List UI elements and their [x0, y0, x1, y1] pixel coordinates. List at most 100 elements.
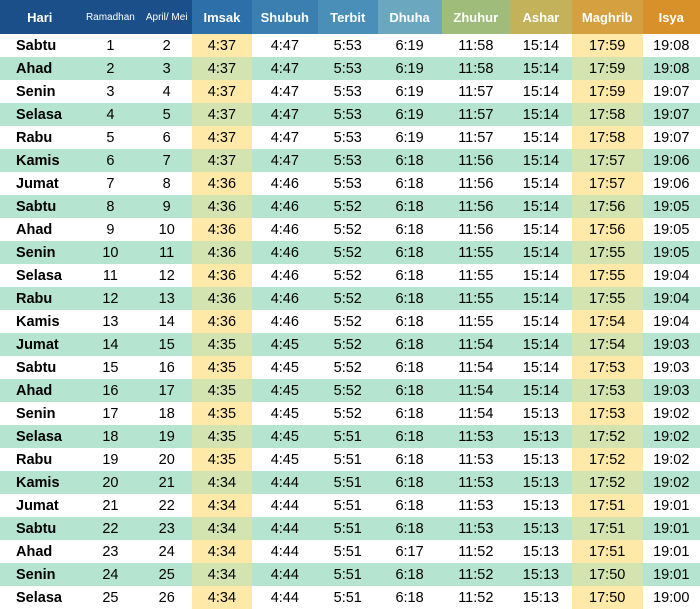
cell-terbit: 5:52: [318, 356, 378, 379]
cell-r: 2: [79, 57, 141, 80]
cell-shubuh: 4:44: [252, 586, 318, 609]
cell-hari: Kamis: [0, 310, 79, 333]
cell-ashar: 15:14: [510, 218, 572, 241]
cell-dhuha: 6:18: [378, 448, 442, 471]
cell-zhuhur: 11:54: [442, 402, 510, 425]
cell-dhuha: 6:18: [378, 195, 442, 218]
cell-maghrib: 17:57: [572, 172, 643, 195]
cell-hari: Rabu: [0, 126, 79, 149]
cell-ashar: 15:13: [510, 563, 572, 586]
cell-shubuh: 4:45: [252, 356, 318, 379]
cell-imsak: 4:34: [192, 471, 252, 494]
cell-maghrib: 17:55: [572, 264, 643, 287]
cell-zhuhur: 11:55: [442, 264, 510, 287]
cell-a: 19: [141, 425, 192, 448]
cell-shubuh: 4:46: [252, 287, 318, 310]
table-row: Ahad9104:364:465:526:1811:5615:1417:5619…: [0, 218, 700, 241]
th-ashar: Ashar: [510, 0, 572, 34]
cell-shubuh: 4:44: [252, 563, 318, 586]
cell-zhuhur: 11:54: [442, 356, 510, 379]
cell-shubuh: 4:45: [252, 402, 318, 425]
table-row: Selasa18194:354:455:516:1811:5315:1317:5…: [0, 425, 700, 448]
cell-dhuha: 6:18: [378, 586, 442, 609]
cell-dhuha: 6:18: [378, 333, 442, 356]
table-row: Ahad16174:354:455:526:1811:5415:1417:531…: [0, 379, 700, 402]
cell-shubuh: 4:46: [252, 195, 318, 218]
cell-hari: Sabtu: [0, 195, 79, 218]
cell-terbit: 5:53: [318, 57, 378, 80]
cell-dhuha: 6:19: [378, 126, 442, 149]
cell-ashar: 15:14: [510, 379, 572, 402]
cell-dhuha: 6:18: [378, 172, 442, 195]
schedule-table: Hari Ramadhan April/ Mei Imsak Shubuh Te…: [0, 0, 700, 609]
cell-maghrib: 17:54: [572, 333, 643, 356]
cell-r: 23: [79, 540, 141, 563]
cell-isya: 19:01: [643, 517, 700, 540]
cell-r: 25: [79, 586, 141, 609]
cell-r: 19: [79, 448, 141, 471]
cell-r: 7: [79, 172, 141, 195]
cell-ashar: 15:13: [510, 448, 572, 471]
cell-ashar: 15:14: [510, 80, 572, 103]
cell-zhuhur: 11:53: [442, 448, 510, 471]
cell-terbit: 5:51: [318, 540, 378, 563]
cell-maghrib: 17:58: [572, 126, 643, 149]
cell-hari: Kamis: [0, 471, 79, 494]
cell-ashar: 15:14: [510, 195, 572, 218]
cell-isya: 19:05: [643, 195, 700, 218]
cell-zhuhur: 11:52: [442, 563, 510, 586]
cell-hari: Jumat: [0, 333, 79, 356]
cell-ashar: 15:14: [510, 241, 572, 264]
cell-a: 18: [141, 402, 192, 425]
cell-r: 17: [79, 402, 141, 425]
cell-shubuh: 4:44: [252, 471, 318, 494]
cell-hari: Senin: [0, 241, 79, 264]
cell-isya: 19:02: [643, 448, 700, 471]
cell-shubuh: 4:44: [252, 494, 318, 517]
cell-shubuh: 4:46: [252, 172, 318, 195]
cell-dhuha: 6:18: [378, 287, 442, 310]
table-row: Kamis674:374:475:536:1811:5615:1417:5719…: [0, 149, 700, 172]
cell-maghrib: 17:52: [572, 425, 643, 448]
cell-dhuha: 6:18: [378, 218, 442, 241]
cell-zhuhur: 11:54: [442, 379, 510, 402]
cell-isya: 19:03: [643, 333, 700, 356]
cell-a: 20: [141, 448, 192, 471]
cell-imsak: 4:34: [192, 540, 252, 563]
cell-hari: Kamis: [0, 149, 79, 172]
table-row: Sabtu894:364:465:526:1811:5615:1417:5619…: [0, 195, 700, 218]
cell-shubuh: 4:44: [252, 517, 318, 540]
table-row: Senin17184:354:455:526:1811:5415:1317:53…: [0, 402, 700, 425]
cell-maghrib: 17:52: [572, 471, 643, 494]
cell-hari: Selasa: [0, 103, 79, 126]
cell-shubuh: 4:47: [252, 34, 318, 57]
cell-zhuhur: 11:53: [442, 494, 510, 517]
cell-terbit: 5:51: [318, 586, 378, 609]
cell-terbit: 5:53: [318, 172, 378, 195]
cell-hari: Ahad: [0, 540, 79, 563]
cell-terbit: 5:52: [318, 218, 378, 241]
cell-dhuha: 6:18: [378, 425, 442, 448]
th-dhuha: Dhuha: [378, 0, 442, 34]
cell-terbit: 5:51: [318, 517, 378, 540]
cell-maghrib: 17:59: [572, 80, 643, 103]
cell-shubuh: 4:47: [252, 149, 318, 172]
table-row: Rabu19204:354:455:516:1811:5315:1317:521…: [0, 448, 700, 471]
cell-imsak: 4:35: [192, 379, 252, 402]
cell-r: 14: [79, 333, 141, 356]
table-body: Sabtu124:374:475:536:1911:5815:1417:5919…: [0, 34, 700, 609]
cell-zhuhur: 11:58: [442, 57, 510, 80]
cell-r: 24: [79, 563, 141, 586]
cell-dhuha: 6:18: [378, 379, 442, 402]
cell-imsak: 4:37: [192, 34, 252, 57]
cell-a: 3: [141, 57, 192, 80]
cell-r: 22: [79, 517, 141, 540]
cell-zhuhur: 11:53: [442, 517, 510, 540]
cell-maghrib: 17:50: [572, 563, 643, 586]
cell-hari: Sabtu: [0, 34, 79, 57]
cell-shubuh: 4:46: [252, 310, 318, 333]
cell-zhuhur: 11:56: [442, 218, 510, 241]
table-row: Jumat14154:354:455:526:1811:5415:1417:54…: [0, 333, 700, 356]
cell-r: 3: [79, 80, 141, 103]
cell-isya: 19:07: [643, 126, 700, 149]
